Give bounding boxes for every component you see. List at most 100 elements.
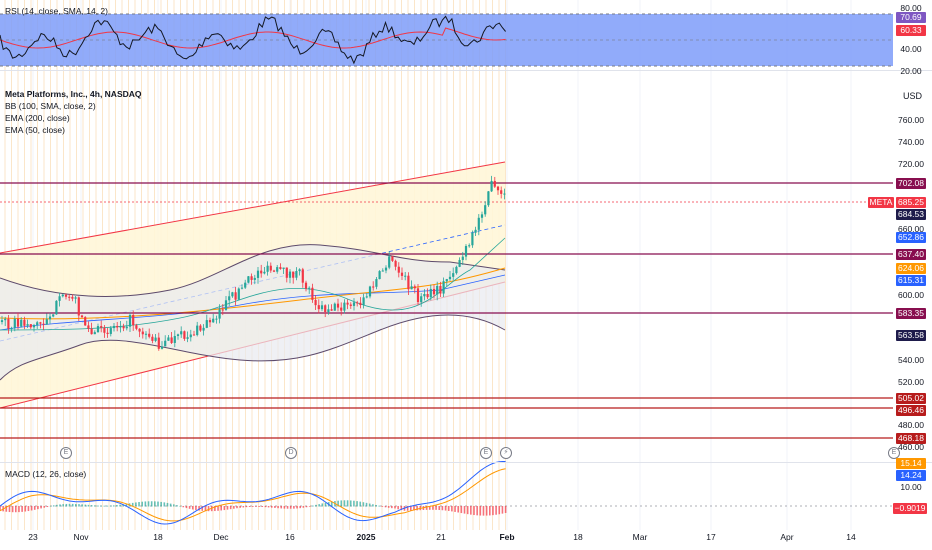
pane-divider[interactable]	[0, 70, 932, 71]
macd-histogram-bar	[154, 501, 156, 507]
rsi-legend[interactable]: RSI (14, close, SMA, 14, 2)	[5, 6, 108, 16]
macd-histogram-bar	[0, 506, 1, 511]
macd-histogram-bar	[362, 502, 365, 507]
ema50-tag: 652.86	[896, 232, 926, 243]
macd-histogram-bar	[147, 501, 150, 507]
candle-body	[400, 272, 404, 276]
pane-divider[interactable]	[0, 462, 932, 463]
rsi-ma-line	[0, 27, 506, 49]
macd-histogram-bar	[349, 500, 352, 507]
time-axis-tick: Apr	[780, 532, 794, 542]
price-axis-tick: 720.00	[898, 159, 924, 169]
macd-histogram-bar	[15, 506, 17, 513]
macd-histogram-bar	[248, 506, 251, 507]
candle-body	[381, 270, 384, 272]
level-tag: 702.08	[896, 178, 926, 189]
ema50-line	[0, 237, 506, 331]
ema50-legend[interactable]: EMA (50, close)	[5, 125, 65, 135]
macd-histogram-bar	[68, 503, 71, 507]
candle-body	[55, 300, 58, 315]
macd-histogram-bar	[157, 501, 159, 507]
candle-body	[138, 328, 141, 332]
macd-histogram-bar	[479, 506, 482, 516]
candle-body	[276, 267, 279, 272]
candle-body	[36, 322, 39, 326]
candle-body	[333, 303, 336, 311]
candle-body	[170, 337, 173, 343]
macd-histogram-bar	[463, 506, 466, 514]
macd-histogram-bar	[33, 506, 36, 510]
rsi-axis-tick: 40.00	[900, 44, 922, 54]
price-axis-tick: 540.00	[898, 355, 924, 365]
candle-body	[109, 328, 112, 334]
macd-histogram-bar	[150, 501, 153, 507]
candle-body	[215, 318, 218, 320]
candle-body	[42, 323, 45, 325]
candle-body	[436, 285, 439, 295]
macd-histogram-bar	[109, 505, 112, 507]
candle-body	[7, 318, 10, 329]
macd-histogram-bar	[182, 506, 185, 508]
symbol-legend[interactable]: Meta Platforms, Inc., 4h, NASDAQ	[5, 89, 142, 99]
macd-histogram-bar	[384, 506, 387, 508]
macd-histogram-bar	[397, 506, 399, 510]
candle-body	[388, 256, 391, 268]
macd-histogram-bar	[460, 506, 463, 514]
candle-body	[80, 315, 84, 318]
time-axis-tick: 2025	[356, 532, 376, 542]
rsi-value-tag: 70.69	[896, 12, 926, 23]
candle-body	[416, 288, 420, 303]
news-flash-icon[interactable]: ⚡	[500, 447, 512, 459]
candle-body	[234, 292, 237, 300]
candle-body	[119, 326, 122, 328]
candle-body	[320, 305, 324, 310]
candle-body	[167, 337, 170, 341]
dividend-event-icon[interactable]: D	[285, 447, 297, 459]
macd-histogram-bar	[270, 506, 273, 508]
macd-pane[interactable]	[0, 461, 893, 525]
symbol-tag: META	[868, 197, 894, 208]
candle-body	[32, 325, 36, 328]
candle-body	[106, 332, 109, 334]
earnings-event-icon[interactable]: E	[60, 447, 72, 459]
macd-histogram-bar	[242, 506, 245, 508]
bb-legend[interactable]: BB (100, SMA, close, 2)	[5, 101, 96, 111]
candle-body	[253, 277, 256, 280]
rsi-pane[interactable]	[0, 13, 893, 67]
candle-body	[196, 325, 199, 336]
candle-body	[285, 267, 288, 278]
candle-body	[103, 327, 106, 333]
macd-histogram-bar	[425, 506, 428, 510]
earnings-event-icon[interactable]: E	[888, 447, 900, 459]
ema200-legend[interactable]: EMA (200, close)	[5, 113, 70, 123]
macd-histogram-bar	[447, 506, 450, 511]
candle-body	[340, 307, 343, 311]
level-tag: 637.40	[896, 249, 926, 260]
candle-body	[260, 270, 263, 274]
candle-body	[269, 265, 272, 271]
macd-legend[interactable]: MACD (12, 26, close)	[5, 469, 87, 479]
candle-body	[452, 273, 455, 277]
candle-body	[244, 282, 247, 288]
price-axis-tick: 520.00	[898, 377, 924, 387]
macd-histogram-bar	[489, 506, 491, 516]
candle-body	[288, 271, 292, 278]
macd-histogram-bar	[223, 506, 226, 511]
candle-body	[368, 286, 372, 297]
macd-histogram-bar	[97, 505, 99, 507]
macd-histogram-bar	[312, 505, 314, 507]
ema200-tag: 624.06	[896, 263, 926, 274]
macd-histogram-bar	[245, 506, 248, 508]
candle-body	[87, 325, 90, 329]
price-pane[interactable]	[0, 161, 893, 439]
earnings-event-icon[interactable]: E	[480, 447, 492, 459]
currency-label[interactable]: USD	[903, 91, 923, 101]
candle-body	[218, 309, 221, 319]
macd-histogram-bar	[173, 504, 175, 507]
candle-body	[266, 265, 269, 272]
candle-body	[96, 326, 100, 333]
macd-histogram-bar	[217, 506, 219, 511]
bb-lower-tag: 563.58	[896, 330, 926, 341]
candle-body	[186, 337, 189, 339]
